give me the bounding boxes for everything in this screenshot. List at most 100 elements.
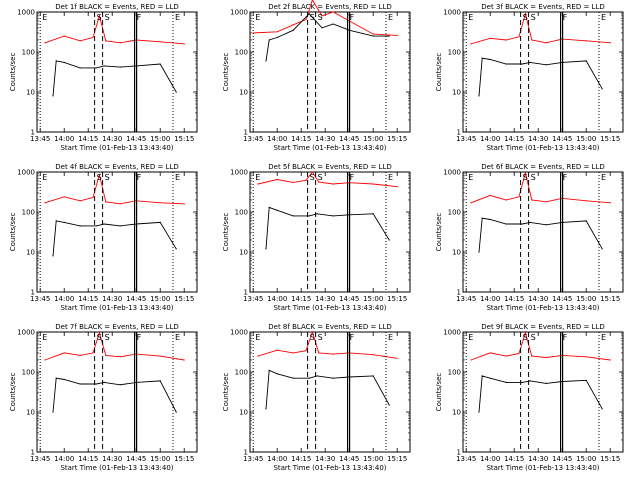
x-tick-label: 15:00: [576, 295, 596, 303]
data-point: [276, 349, 278, 351]
y-tick-label: 1000: [17, 169, 35, 177]
data-point: [489, 37, 491, 39]
x-axis-label: Start Time (01-Feb-13 13:43:40): [273, 304, 386, 312]
y-tick-label: 1: [31, 289, 35, 297]
chart-panel-9: Det 9f BLACK = Events, RED = LLD 1 10 100 10…: [435, 323, 624, 472]
data-point: [609, 42, 611, 44]
series-line-1: [470, 12, 611, 45]
plot-frame: [249, 171, 411, 293]
data-point: [396, 357, 398, 359]
data-point: [521, 63, 523, 65]
time-marker-label: E: [388, 13, 393, 22]
y-tick-label: 1: [244, 449, 248, 457]
x-tick-label: 13:45: [456, 135, 476, 143]
time-marker-label: F: [563, 13, 568, 22]
data-point: [105, 201, 107, 203]
time-marker-label: E: [601, 333, 606, 342]
y-axis-label: Counts/sec: [222, 213, 230, 252]
y-tick-label: 1000: [230, 169, 248, 177]
y-tick-label: 1: [457, 289, 461, 297]
x-tick-label: 14:30: [315, 455, 335, 463]
x-tick-label: 14:00: [267, 455, 287, 463]
data-point: [292, 377, 294, 379]
data-point: [55, 220, 57, 222]
chart-panel-7: Det 7f BLACK = Events, RED = LLD 1 10 100 10…: [9, 323, 198, 472]
data-point: [52, 255, 54, 257]
y-tick-label: 100: [22, 209, 35, 217]
data-point: [545, 356, 547, 359]
y-tick-label: 100: [235, 49, 248, 57]
data-point: [159, 63, 161, 65]
data-point: [585, 60, 587, 62]
data-point: [55, 60, 57, 62]
data-point: [545, 201, 547, 203]
time-marker-label: E: [42, 173, 47, 182]
series-line-1: [44, 14, 185, 45]
data-point: [79, 225, 81, 227]
time-marker-label: E: [255, 173, 260, 182]
y-tick-label: 10: [239, 409, 248, 417]
plot-frame: [36, 11, 198, 133]
x-tick-label: 14:45: [552, 455, 572, 463]
x-tick-label: 14:15: [78, 455, 98, 463]
data-point: [609, 359, 611, 361]
chart-panel-1: Det 1f BLACK = Events, RED = LLD 1 10 100 10…: [9, 3, 198, 152]
data-point: [105, 40, 107, 42]
data-point: [63, 61, 65, 63]
y-tick-label: 1000: [17, 329, 35, 337]
time-marker-label: S: [105, 173, 110, 182]
data-point: [265, 248, 267, 250]
data-point: [505, 39, 507, 41]
y-tick-label: 100: [448, 209, 461, 217]
x-tick-label: 14:30: [102, 295, 122, 303]
y-tick-label: 1000: [443, 329, 461, 337]
data-point: [44, 202, 46, 204]
data-point: [396, 34, 398, 37]
x-tick-label: 14:45: [552, 295, 572, 303]
y-tick-label: 1: [244, 289, 248, 297]
plot-frame: [462, 171, 624, 293]
data-point: [79, 354, 81, 357]
time-marker-label: E: [175, 173, 180, 182]
data-point: [505, 355, 507, 357]
x-tick-label: 14:45: [126, 295, 146, 303]
time-marker-label: E: [601, 173, 606, 182]
data-point: [98, 332, 100, 334]
data-point: [119, 356, 121, 358]
y-tick-label: 1000: [230, 329, 248, 337]
chart-title: Det 2f BLACK = Events, RED = LLD: [268, 3, 391, 11]
time-marker-label: S: [310, 13, 315, 22]
x-tick-label: 14:00: [480, 135, 500, 143]
data-point: [119, 203, 121, 205]
data-point: [159, 41, 161, 43]
y-tick-label: 1000: [17, 9, 35, 17]
data-point: [531, 199, 533, 201]
data-point: [609, 202, 611, 204]
data-point: [265, 408, 267, 410]
data-point: [531, 39, 533, 41]
data-point: [292, 352, 294, 354]
time-marker-label: E: [468, 173, 473, 182]
data-point: [521, 223, 523, 225]
x-tick-label: 13:45: [243, 135, 263, 143]
x-tick-label: 14:15: [78, 135, 98, 143]
y-tick-label: 100: [448, 49, 461, 57]
y-axis-label: Counts/sec: [222, 373, 230, 412]
x-tick-label: 14:00: [267, 135, 287, 143]
data-point: [52, 95, 54, 97]
y-tick-label: 1000: [443, 169, 461, 177]
data-point: [321, 15, 323, 17]
x-axis-label: Start Time (01-Feb-13 13:43:40): [486, 464, 599, 472]
data-point: [601, 88, 603, 90]
series-line-1: [470, 331, 611, 361]
x-tick-label: 14:30: [528, 135, 548, 143]
x-tick-label: 14:15: [291, 135, 311, 143]
x-tick-label: 14:45: [339, 295, 359, 303]
data-point: [308, 13, 310, 15]
data-point: [119, 225, 121, 227]
x-axis-label: Start Time (01-Feb-13 13:43:40): [273, 464, 386, 472]
data-point: [268, 206, 270, 209]
data-point: [478, 251, 480, 253]
chart-title: Det 4f BLACK = Events, RED = LLD: [55, 163, 178, 171]
